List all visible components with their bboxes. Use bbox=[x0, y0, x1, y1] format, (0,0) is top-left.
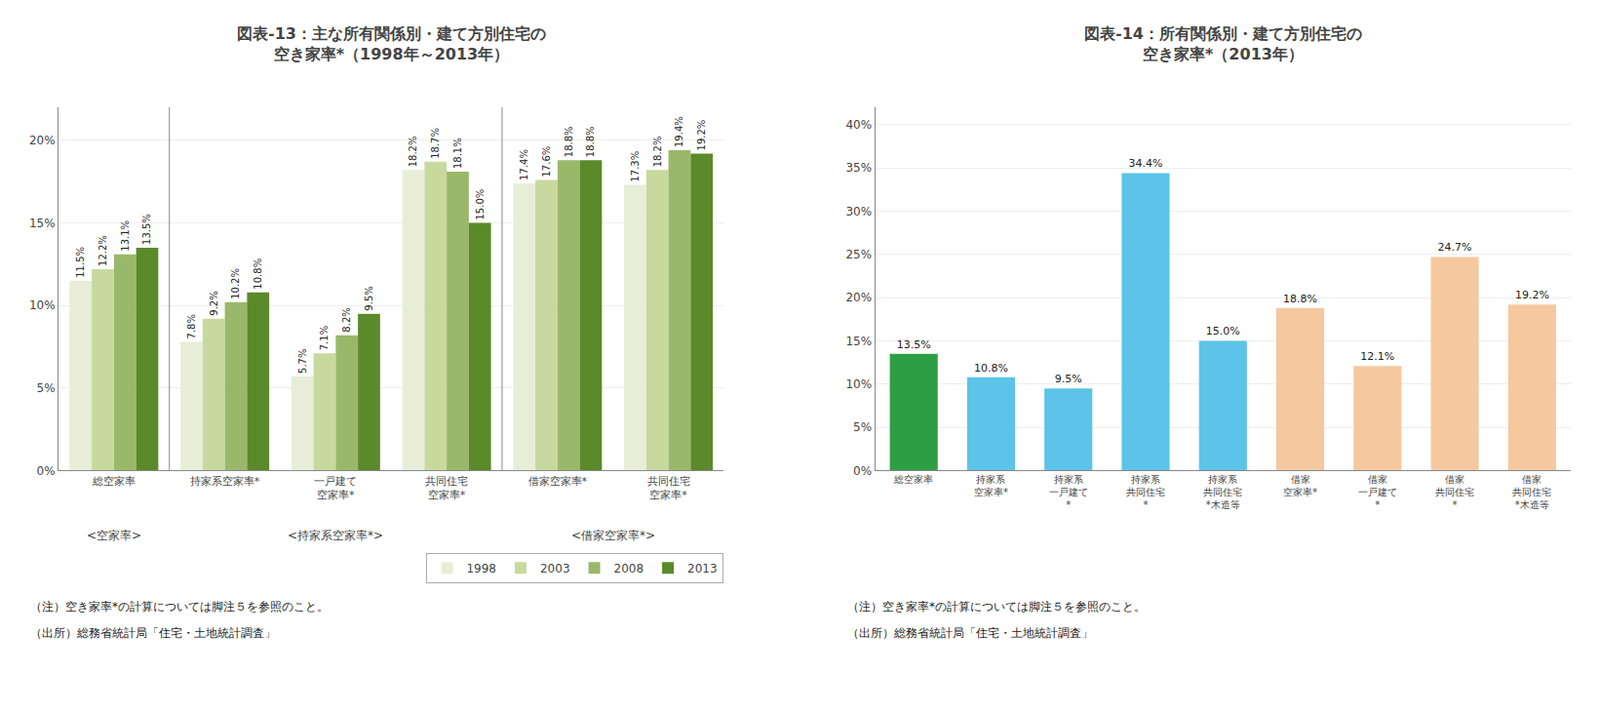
svg-text:10.8%: 10.8% bbox=[974, 361, 1009, 375]
svg-text:一戸建て空家率*: 一戸建て空家率* bbox=[313, 474, 357, 502]
svg-text:19.2%: 19.2% bbox=[1515, 288, 1550, 302]
svg-text:18.1%: 18.1% bbox=[452, 137, 464, 169]
svg-text:借家空家率*: 借家空家率* bbox=[528, 474, 588, 488]
svg-text:持家系空家率*: 持家系空家率* bbox=[190, 474, 261, 488]
svg-text:7.8%: 7.8% bbox=[186, 313, 197, 339]
svg-text:12.2%: 12.2% bbox=[97, 234, 109, 267]
svg-text:15.0%: 15.0% bbox=[1206, 324, 1241, 338]
svg-text:13.5%: 13.5% bbox=[897, 338, 932, 352]
svg-text:（出所）総務省統計局「住宅・土地統計調査」: （出所）総務省統計局「住宅・土地統計調査」 bbox=[30, 625, 276, 640]
svg-text:11.5%: 11.5% bbox=[75, 246, 86, 278]
svg-text:13.1%: 13.1% bbox=[119, 220, 131, 252]
svg-text:18.8%: 18.8% bbox=[563, 125, 575, 157]
svg-text:共同住宅空家率*: 共同住宅空家率* bbox=[425, 474, 469, 502]
svg-text:18.8%: 18.8% bbox=[1283, 292, 1318, 306]
svg-text:8.2%: 8.2% bbox=[341, 307, 352, 332]
svg-text:13.5%: 13.5% bbox=[141, 213, 153, 245]
svg-text:18.8%: 18.8% bbox=[585, 125, 596, 157]
svg-text:17.4%: 17.4% bbox=[518, 149, 530, 181]
svg-text:共同住宅空家率*: 共同住宅空家率* bbox=[647, 474, 691, 502]
svg-text:10%: 10% bbox=[29, 298, 56, 313]
svg-text:借家空家率*: 借家空家率* bbox=[1283, 473, 1318, 498]
svg-text:9.2%: 9.2% bbox=[208, 290, 220, 315]
svg-text:10.2%: 10.2% bbox=[230, 268, 241, 300]
svg-text:0%: 0% bbox=[37, 464, 56, 478]
svg-text:5.7%: 5.7% bbox=[297, 349, 309, 374]
svg-text:2003: 2003 bbox=[540, 561, 571, 576]
svg-text:（出所）総務省統計局「住宅・土地統計調査」: （出所）総務省統計局「住宅・土地統計調査」 bbox=[847, 625, 1093, 640]
svg-text:総空家率: 総空家率 bbox=[91, 474, 136, 488]
svg-text:10.8%: 10.8% bbox=[252, 258, 264, 290]
svg-text:40%: 40% bbox=[845, 117, 872, 132]
svg-text:12.1%: 12.1% bbox=[1360, 350, 1395, 363]
svg-text:7.1%: 7.1% bbox=[318, 325, 330, 351]
svg-text:<借家空家率*>: <借家空家率*> bbox=[571, 528, 656, 543]
svg-text:2008: 2008 bbox=[614, 561, 645, 576]
svg-text:図表-14：所有関係別・建て方別住宅の空き家率*（2013年: 図表-14：所有関係別・建て方別住宅の空き家率*（2013年） bbox=[1084, 24, 1363, 64]
svg-text:持家系空家率*: 持家系空家率* bbox=[974, 473, 1009, 498]
svg-text:（注）空き家率*の計算については脚注５を参照のこと。: （注）空き家率*の計算については脚注５を参照のこと。 bbox=[30, 599, 329, 614]
svg-text:0%: 0% bbox=[853, 464, 872, 478]
svg-text:1998: 1998 bbox=[466, 561, 497, 576]
svg-text:20%: 20% bbox=[29, 133, 56, 148]
svg-text:18.7%: 18.7% bbox=[429, 127, 441, 159]
svg-text:5%: 5% bbox=[853, 420, 872, 434]
svg-text:15.0%: 15.0% bbox=[474, 189, 486, 221]
svg-text:15%: 15% bbox=[29, 216, 56, 231]
svg-text:19.2%: 19.2% bbox=[696, 119, 707, 152]
svg-text:17.6%: 17.6% bbox=[541, 146, 552, 178]
svg-text:9.5%: 9.5% bbox=[1054, 372, 1083, 386]
svg-text:<持家系空家率*>: <持家系空家率*> bbox=[287, 528, 384, 543]
svg-text:<空家率>: <空家率> bbox=[86, 528, 142, 543]
svg-text:18.2%: 18.2% bbox=[652, 136, 664, 168]
svg-text:35%: 35% bbox=[845, 160, 872, 175]
svg-text:図表-13：主な所有関係別・建て方別住宅の空き家率*（199: 図表-13：主な所有関係別・建て方別住宅の空き家率*（1998年～2013年） bbox=[236, 24, 547, 64]
svg-text:5%: 5% bbox=[37, 381, 56, 395]
svg-text:持家系共同住宅*: 持家系共同住宅* bbox=[1126, 473, 1166, 510]
svg-text:10%: 10% bbox=[845, 377, 872, 391]
svg-text:20%: 20% bbox=[845, 290, 872, 305]
svg-text:2013: 2013 bbox=[687, 561, 718, 576]
svg-text:借家共同住宅*: 借家共同住宅* bbox=[1435, 473, 1475, 510]
svg-text:15%: 15% bbox=[845, 334, 872, 349]
svg-text:18.2%: 18.2% bbox=[407, 136, 419, 168]
svg-text:24.7%: 24.7% bbox=[1438, 240, 1473, 254]
svg-text:持家系一戸建て*: 持家系一戸建て* bbox=[1049, 473, 1089, 510]
svg-text:9.5%: 9.5% bbox=[363, 285, 375, 311]
svg-text:借家共同住宅*木造等: 借家共同住宅*木造等 bbox=[1512, 473, 1552, 510]
svg-text:25%: 25% bbox=[845, 247, 872, 262]
svg-text:借家一戸建て*: 借家一戸建て* bbox=[1358, 473, 1398, 510]
svg-text:30%: 30% bbox=[845, 204, 872, 219]
svg-text:17.3%: 17.3% bbox=[629, 151, 641, 183]
svg-text:持家系共同住宅*木造等: 持家系共同住宅*木造等 bbox=[1203, 473, 1243, 510]
svg-text:34.4%: 34.4% bbox=[1129, 156, 1164, 170]
svg-text:（注）空き家率*の計算については脚注５を参照のこと。: （注）空き家率*の計算については脚注５を参照のこと。 bbox=[847, 599, 1146, 614]
svg-text:総空家率: 総空家率 bbox=[893, 473, 934, 485]
svg-text:19.4%: 19.4% bbox=[673, 116, 685, 148]
